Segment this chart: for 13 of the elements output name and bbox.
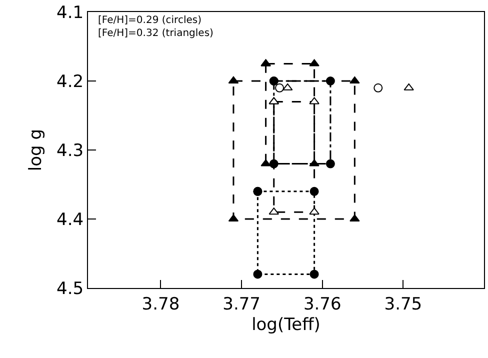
annotation: [Fe/H]=0.32 (triangles) xyxy=(98,28,214,39)
y-tick-label: 4.4 xyxy=(56,210,84,230)
y-tick-label: 4.1 xyxy=(56,2,84,23)
x-tick-label: 3.78 xyxy=(142,294,180,314)
y-axis-title: log g xyxy=(26,128,46,172)
annotation: [Fe/H]=0.29 (circles) xyxy=(98,15,202,26)
x-tick-label: 3.77 xyxy=(222,294,260,314)
x-axis-title: log(Teff) xyxy=(252,314,320,335)
y-tick-label: 4.3 xyxy=(56,140,84,161)
x-tick-label: 3.76 xyxy=(303,294,342,314)
y-tick-label: 4.2 xyxy=(56,72,84,92)
y-tick-label: 4.5 xyxy=(56,278,84,299)
x-tick-label: 3.75 xyxy=(384,294,422,314)
